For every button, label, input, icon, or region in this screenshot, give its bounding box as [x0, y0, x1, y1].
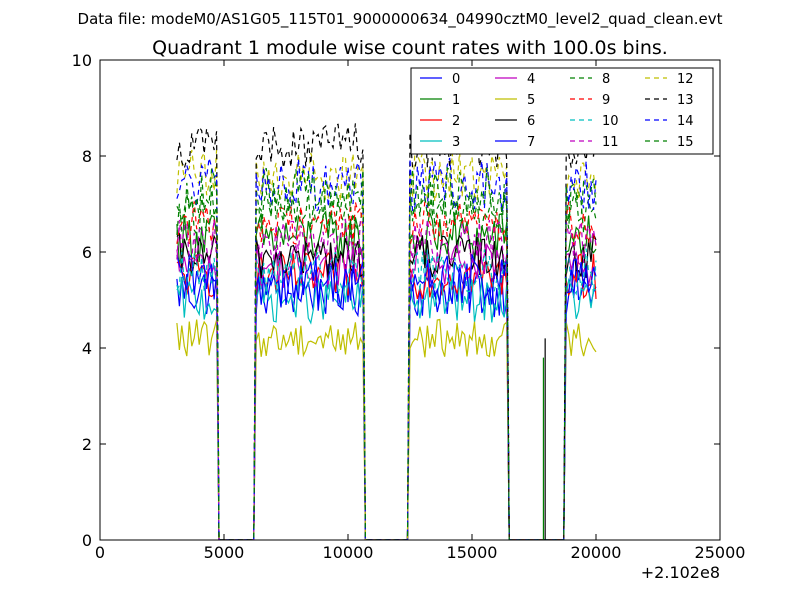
- x-offset-label: +2.102e8: [641, 563, 720, 582]
- legend-label: 2: [452, 114, 460, 129]
- y-tick-label: 0: [82, 531, 92, 550]
- legend-label: 12: [677, 72, 694, 87]
- legend-label: 9: [602, 93, 610, 108]
- legend-label: 8: [602, 72, 610, 87]
- legend-label: 0: [452, 72, 460, 87]
- y-tick-label: 10: [72, 51, 92, 70]
- legend-label: 4: [527, 72, 535, 87]
- series-line-14: [176, 157, 597, 540]
- x-tick-label: 25000: [695, 543, 746, 562]
- legend-label: 13: [677, 93, 694, 108]
- legend-box: [410, 67, 714, 155]
- chart-title: Quadrant 1 module wise count rates with …: [152, 37, 668, 59]
- series-line-9: [176, 199, 597, 540]
- legend-label: 5: [527, 93, 535, 108]
- legend-label: 14: [677, 114, 694, 129]
- x-tick-label: 5000: [204, 543, 245, 562]
- series-line-13: [176, 123, 597, 540]
- series-lines: [176, 123, 597, 540]
- series-line-0: [176, 263, 597, 540]
- legend-label: 10: [602, 114, 619, 129]
- legend-label: 6: [527, 114, 535, 129]
- series-line-4: [176, 242, 597, 540]
- y-tick-label: 2: [82, 435, 92, 454]
- series-line-2: [176, 251, 597, 540]
- x-tick-label: 15000: [447, 543, 498, 562]
- series-line-15: [176, 166, 597, 540]
- series-line-12: [176, 149, 597, 540]
- y-tick-label: 6: [82, 243, 92, 262]
- legend-label: 11: [602, 135, 619, 150]
- x-tick-label: 0: [95, 543, 105, 562]
- plot-frame: [99, 59, 721, 541]
- series-line-6: [176, 232, 597, 540]
- series-line-8: [176, 182, 597, 540]
- series-line-10: [176, 248, 597, 540]
- series-line-1: [176, 210, 597, 540]
- x-tick-label: 10000: [323, 543, 374, 562]
- x-axis: 0 5000 10000 15000 20000 25000: [95, 60, 746, 562]
- y-tick-label: 4: [82, 339, 92, 358]
- series-line-7: [176, 252, 597, 540]
- legend-label: 7: [527, 135, 535, 150]
- series-line-5: [176, 318, 597, 540]
- series-line-11: [176, 218, 597, 540]
- legend-label: 1: [452, 93, 460, 108]
- figure-suptitle: Data file: modeM0/AS1G05_115T01_90000006…: [78, 10, 723, 29]
- y-tick-label: 8: [82, 147, 92, 166]
- series-line-3: [176, 276, 597, 540]
- legend-label: 3: [452, 135, 460, 150]
- x-tick-label: 20000: [571, 543, 622, 562]
- legend-label: 15: [677, 135, 694, 150]
